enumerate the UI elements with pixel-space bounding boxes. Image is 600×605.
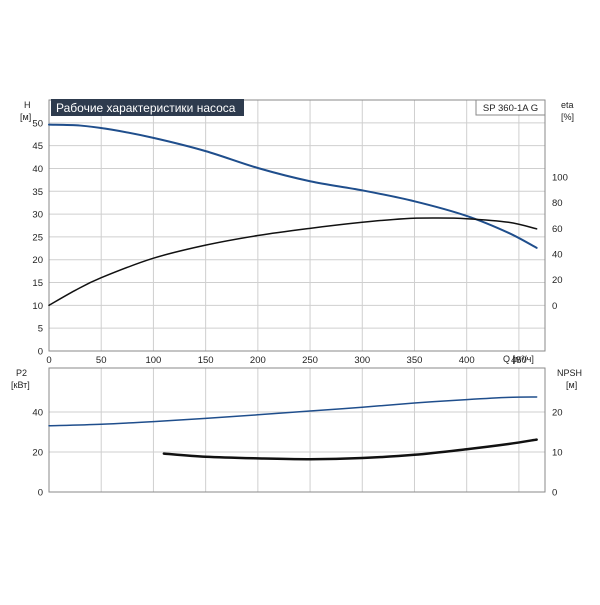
x-tick-label: 150 <box>198 355 214 366</box>
eta-tick-label: 40 <box>552 249 563 260</box>
top-left-axis-unit: [м] <box>20 112 31 122</box>
x-axis-label: Q [м³/ч] <box>503 354 534 364</box>
head-tick-label: 0 <box>38 347 43 358</box>
power-tick-label: 20 <box>32 448 43 459</box>
power-curve <box>48 396 538 427</box>
head-tick-label: 45 <box>32 141 43 152</box>
eta-tick-label: 0 <box>552 301 557 312</box>
bottom-gridlines <box>49 368 545 492</box>
chart-title: Рабочие характеристики насоса <box>56 101 236 115</box>
eta-tick-label: 60 <box>552 224 563 235</box>
x-tick-label: 300 <box>354 355 370 366</box>
npsh-tick-label: 0 <box>552 488 557 499</box>
x-tick-label: 100 <box>145 355 161 366</box>
head-tick-label: 50 <box>32 118 43 129</box>
head-tick-label: 30 <box>32 210 43 221</box>
bottom-panel: 0 20 40 0 10 20 P2 [кВт] NPSH [м] <box>11 367 582 499</box>
head-tick-label: 10 <box>32 301 43 312</box>
power-tick-label: 40 <box>32 408 43 419</box>
top-left-tick-labels: 0 5 10 15 20 25 30 35 40 45 50 <box>32 118 43 357</box>
model-label-box <box>475 99 546 116</box>
top-left-axis-label: H <box>24 100 31 110</box>
bottom-left-tick-labels: 0 20 40 <box>32 408 43 499</box>
head-tick-label: 40 <box>32 164 43 175</box>
top-right-axis-unit: [%] <box>561 112 574 122</box>
top-right-axis-label: eta <box>561 100 574 110</box>
top-gridlines <box>49 100 545 351</box>
bottom-right-axis-label: NPSH <box>557 368 582 378</box>
top-right-tick-labels: 0 20 40 60 80 100 <box>552 172 568 311</box>
npsh-tick-label: 20 <box>552 408 563 419</box>
x-tick-label: 350 <box>407 355 423 366</box>
head-tick-label: 15 <box>32 278 43 289</box>
x-tick-label: 250 <box>302 355 318 366</box>
bottom-plot-frame <box>48 367 546 493</box>
model-label: SP 360-1A G <box>483 103 538 114</box>
title-background <box>51 99 244 116</box>
head-tick-label: 35 <box>32 187 43 198</box>
eta-tick-label: 100 <box>552 172 568 183</box>
head-tick-label: 25 <box>32 232 43 243</box>
bottom-left-axis-label: P2 <box>16 368 27 378</box>
npsh-curve <box>162 438 538 461</box>
bottom-right-tick-labels: 0 10 20 <box>552 408 563 499</box>
top-plot-frame <box>48 99 546 352</box>
head-tick-label: 5 <box>38 324 43 335</box>
head-tick-label: 20 <box>32 255 43 266</box>
bottom-left-axis-unit: [кВт] <box>11 380 30 390</box>
top-panel: 0 50 100 150 200 250 300 350 400 450 051015202530… <box>20 99 574 366</box>
efficiency-curve <box>48 217 538 307</box>
x-tick-label: 50 <box>96 355 107 366</box>
head-curve <box>48 123 538 249</box>
bottom-right-axis-unit: [м] <box>566 380 577 390</box>
top-x-tick-labels: 0 50 100 150 200 250 300 350 400 450 <box>46 355 526 366</box>
eta-tick-label: 80 <box>552 198 563 209</box>
top-series-layer <box>48 123 538 307</box>
npsh-tick-label: 10 <box>552 448 563 459</box>
eta-tick-label: 20 <box>552 275 563 286</box>
x-tick-label: 0 <box>46 355 51 366</box>
x-tick-label: 400 <box>459 355 475 366</box>
bottom-series-layer <box>48 396 538 461</box>
x-tick-label: 200 <box>250 355 266 366</box>
x-tick-label: 450 <box>511 355 527 366</box>
power-tick-label: 0 <box>38 488 43 499</box>
